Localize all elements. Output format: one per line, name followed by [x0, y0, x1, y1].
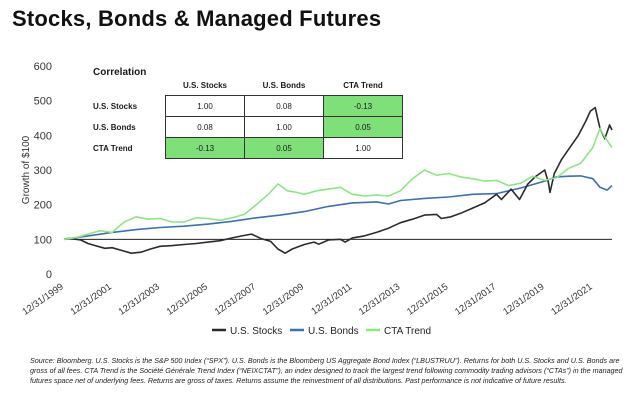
x-tick-label: 12/31/2015	[405, 281, 450, 317]
correlation-cell: 0.05	[323, 116, 403, 138]
correlation-row: CTA Trend -0.13 0.05 1.00	[82, 137, 403, 159]
series-line-u-s-stocks	[63, 106, 613, 254]
correlation-table: U.S. Stocks U.S. Bonds CTA Trend U.S. St…	[82, 75, 403, 159]
correlation-corner	[82, 75, 166, 96]
x-tick-label: 12/31/2009	[261, 281, 306, 317]
x-tick-label: 12/31/2021	[549, 281, 594, 317]
legend: U.S. Stocks U.S. Bonds CTA Trend	[212, 326, 431, 337]
correlation-cell: 0.05	[244, 137, 324, 159]
legend-label: CTA Trend	[384, 326, 431, 337]
correlation-row-header: U.S. Stocks	[93, 101, 138, 111]
correlation-col-header: U.S. Stocks	[182, 80, 227, 90]
series-line-u-s-bonds	[63, 175, 613, 241]
x-axis: 12/31/1999 12/31/2001 12/31/2003 12/31/2005…	[20, 281, 594, 317]
y-tick-label: 200	[34, 200, 52, 212]
x-tick-label: 12/31/2003	[117, 281, 162, 317]
correlation-cell: 1.00	[244, 116, 324, 138]
correlation-header-row: U.S. Stocks U.S. Bonds CTA Trend	[82, 75, 403, 96]
y-axis: 0 100 200 300 400 500 600	[34, 61, 52, 281]
correlation-cell: 0.08	[165, 116, 245, 138]
y-tick-label: 0	[46, 269, 52, 281]
legend-label: U.S. Bonds	[308, 326, 359, 337]
correlation-row-header: CTA Trend	[93, 143, 133, 153]
chart-title: Stocks, Bonds & Managed Futures	[12, 6, 382, 31]
correlation-row: U.S. Stocks 1.00 0.08 -0.13	[82, 95, 403, 117]
series-line-cta-trend	[63, 127, 613, 241]
x-tick-label: 12/31/2013	[357, 281, 402, 317]
y-tick-label: 400	[34, 130, 52, 142]
correlation-cell: -0.13	[323, 95, 403, 117]
x-tick-label: 12/31/2019	[501, 281, 546, 317]
x-tick-label: 12/31/2011	[309, 281, 354, 317]
y-tick-label: 300	[34, 165, 52, 177]
legend-label: U.S. Stocks	[230, 326, 282, 337]
correlation-col-header: CTA Trend	[343, 80, 383, 90]
x-tick-label: 12/31/2007	[213, 281, 258, 317]
correlation-cell: 1.00	[323, 137, 403, 159]
correlation-heading: Correlation	[93, 67, 147, 78]
correlation-cell: 0.08	[244, 95, 324, 117]
x-tick-label: 12/31/1999	[20, 281, 65, 317]
source-footnote: Source: Bloomberg. U.S. Stocks is the S&…	[30, 356, 623, 385]
correlation-row-header: U.S. Bonds	[93, 122, 136, 132]
x-tick-label: 12/31/2001	[69, 281, 114, 317]
series-lines	[63, 106, 613, 254]
correlation-row: U.S. Bonds 0.08 1.00 0.05	[82, 116, 403, 138]
x-tick-label: 12/31/2017	[453, 281, 498, 317]
correlation-cell: -0.13	[165, 137, 245, 159]
y-tick-label: 500	[34, 96, 52, 108]
correlation-col-header: U.S. Bonds	[262, 80, 306, 90]
y-axis-label: Growth of $100	[21, 135, 32, 204]
y-tick-label: 600	[34, 61, 52, 73]
y-tick-label: 100	[34, 234, 52, 246]
x-tick-label: 12/31/2005	[165, 281, 210, 317]
correlation-cell: 1.00	[165, 95, 245, 117]
